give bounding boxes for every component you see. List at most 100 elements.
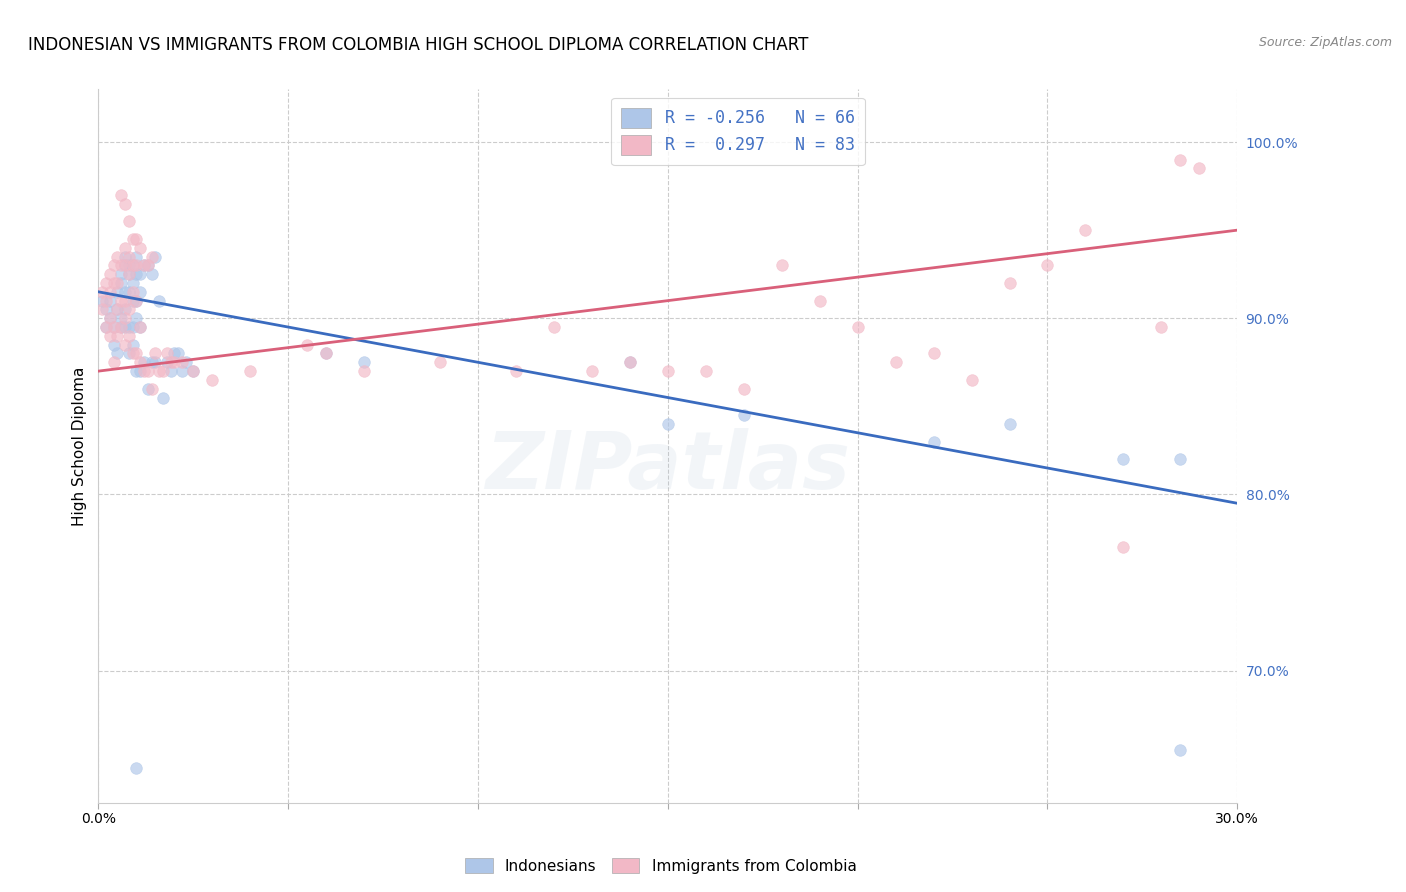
- Point: [94, 302, 117, 317]
- Point: [239, 364, 262, 378]
- Point: [94, 276, 117, 290]
- Point: [114, 250, 136, 264]
- Point: [125, 364, 148, 378]
- Point: [107, 346, 129, 360]
- Point: [141, 382, 163, 396]
- Point: [125, 311, 148, 326]
- Point: [315, 346, 337, 360]
- Point: [183, 364, 205, 378]
- Point: [107, 329, 129, 343]
- Point: [91, 302, 114, 317]
- Point: [619, 355, 641, 369]
- Point: [107, 285, 129, 299]
- Point: [156, 346, 179, 360]
- Point: [94, 293, 117, 308]
- Point: [922, 434, 945, 449]
- Point: [141, 267, 163, 281]
- Point: [657, 417, 679, 431]
- Point: [1112, 541, 1135, 555]
- Text: ZIPatlas: ZIPatlas: [485, 428, 851, 507]
- Point: [110, 320, 132, 334]
- Point: [174, 355, 197, 369]
- Point: [170, 355, 193, 369]
- Point: [107, 250, 129, 264]
- Point: [505, 364, 527, 378]
- Point: [110, 267, 132, 281]
- Text: 30.0%: 30.0%: [1215, 812, 1260, 826]
- Point: [1170, 743, 1192, 757]
- Point: [114, 302, 136, 317]
- Point: [998, 417, 1021, 431]
- Point: [167, 346, 190, 360]
- Point: [148, 293, 170, 308]
- Point: [110, 259, 132, 273]
- Point: [136, 364, 159, 378]
- Point: [1112, 452, 1135, 467]
- Point: [141, 250, 163, 264]
- Point: [98, 267, 121, 281]
- Point: [118, 267, 141, 281]
- Point: [103, 355, 125, 369]
- Point: [118, 285, 141, 299]
- Point: [125, 232, 148, 246]
- Point: [808, 293, 831, 308]
- Point: [136, 382, 159, 396]
- Point: [132, 364, 155, 378]
- Point: [163, 346, 186, 360]
- Point: [114, 196, 136, 211]
- Point: [148, 364, 170, 378]
- Point: [129, 267, 152, 281]
- Point: [129, 285, 152, 299]
- Point: [98, 293, 121, 308]
- Point: [118, 267, 141, 281]
- Point: [107, 302, 129, 317]
- Point: [145, 250, 167, 264]
- Point: [1170, 452, 1192, 467]
- Point: [110, 276, 132, 290]
- Legend: R = -0.256   N = 66, R =  0.297   N = 83: R = -0.256 N = 66, R = 0.297 N = 83: [612, 97, 865, 165]
- Point: [118, 250, 141, 264]
- Point: [94, 320, 117, 334]
- Point: [129, 355, 152, 369]
- Point: [125, 293, 148, 308]
- Text: 0.0%: 0.0%: [82, 812, 115, 826]
- Point: [132, 355, 155, 369]
- Point: [114, 320, 136, 334]
- Point: [129, 241, 152, 255]
- Point: [110, 188, 132, 202]
- Point: [170, 364, 193, 378]
- Point: [129, 320, 152, 334]
- Point: [156, 355, 179, 369]
- Point: [429, 355, 451, 369]
- Point: [770, 259, 793, 273]
- Point: [110, 311, 132, 326]
- Point: [121, 337, 143, 351]
- Point: [125, 250, 148, 264]
- Point: [132, 259, 155, 273]
- Point: [1074, 223, 1097, 237]
- Point: [1188, 161, 1211, 176]
- Point: [163, 355, 186, 369]
- Point: [114, 311, 136, 326]
- Point: [136, 259, 159, 273]
- Point: [98, 285, 121, 299]
- Point: [145, 346, 167, 360]
- Point: [121, 276, 143, 290]
- Point: [103, 276, 125, 290]
- Point: [1036, 259, 1059, 273]
- Text: Source: ZipAtlas.com: Source: ZipAtlas.com: [1258, 36, 1392, 49]
- Point: [129, 364, 152, 378]
- Point: [1170, 153, 1192, 167]
- Point: [125, 293, 148, 308]
- Point: [145, 355, 167, 369]
- Point: [353, 364, 375, 378]
- Point: [103, 337, 125, 351]
- Point: [114, 241, 136, 255]
- Point: [114, 259, 136, 273]
- Point: [846, 320, 869, 334]
- Point: [121, 346, 143, 360]
- Point: [91, 285, 114, 299]
- Point: [733, 382, 755, 396]
- Point: [110, 320, 132, 334]
- Legend: Indonesians, Immigrants from Colombia: Indonesians, Immigrants from Colombia: [460, 852, 862, 880]
